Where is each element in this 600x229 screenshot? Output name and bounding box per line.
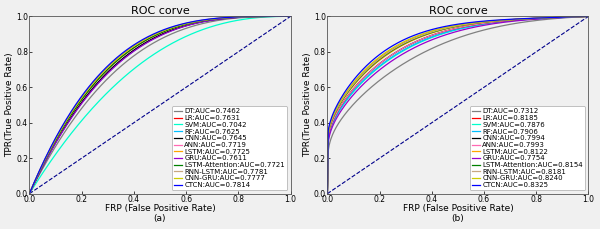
X-axis label: FRP (False Positive Rate)
(b): FRP (False Positive Rate) (b): [403, 204, 513, 224]
Legend: DT:AUC=0.7462, LR:AUC=0.7631, SVM:AUC=0.7042, RF:AUC=0.7625, CNN:AUC=0.7645, ANN: DT:AUC=0.7462, LR:AUC=0.7631, SVM:AUC=0.…: [172, 106, 287, 190]
Y-axis label: TPR(True Positive Rate): TPR(True Positive Rate): [304, 53, 313, 157]
X-axis label: FRP (False Positive Rate)
(a): FRP (False Positive Rate) (a): [104, 204, 215, 224]
Legend: DT:AUC=0.7312, LR:AUC=0.8185, SVM:AUC=0.7876, RF:AUC=0.7906, CNN:AUC=0.7994, ANN: DT:AUC=0.7312, LR:AUC=0.8185, SVM:AUC=0.…: [470, 106, 585, 190]
Y-axis label: TPR(True Positive Rate): TPR(True Positive Rate): [5, 53, 14, 157]
Title: ROC corve: ROC corve: [131, 5, 190, 16]
Title: ROC corve: ROC corve: [428, 5, 487, 16]
